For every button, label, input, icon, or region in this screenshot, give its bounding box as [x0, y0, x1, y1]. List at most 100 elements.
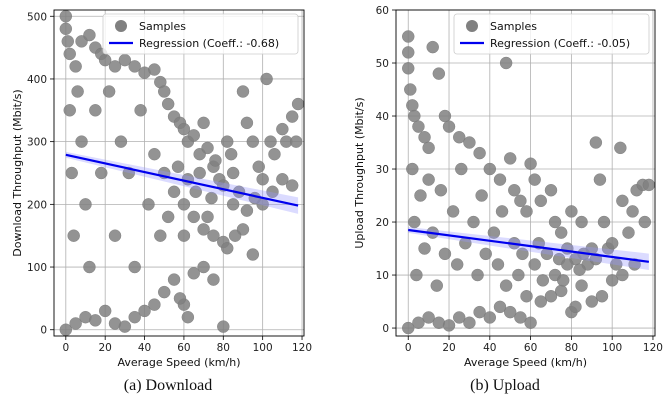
- upload-y-tick-label: 40: [376, 111, 389, 123]
- upload-x-tick-label: 20: [442, 342, 455, 354]
- download-sample-point: [102, 85, 116, 98]
- download-sample-point: [63, 104, 76, 117]
- download-sample-point: [240, 116, 254, 130]
- download-sample-point: [167, 185, 181, 199]
- download-sample-point: [266, 185, 279, 199]
- download-sample-point: [256, 173, 269, 186]
- upload-y-tick-label: 20: [376, 217, 389, 229]
- upload-legend-samples-label: Samples: [490, 20, 537, 33]
- upload-sample-point: [622, 226, 635, 239]
- upload-sample-point: [534, 194, 547, 208]
- upload-sample-point: [483, 311, 497, 324]
- download-sample-point: [177, 122, 191, 136]
- download-y-tick-label: 100: [27, 262, 47, 274]
- upload-sample-point: [430, 279, 443, 292]
- upload-sample-point: [406, 99, 419, 112]
- upload-x-tick-label: 0: [405, 342, 412, 354]
- download-y-tick-label: 500: [27, 11, 47, 23]
- download-sample-point: [209, 154, 222, 167]
- download-sample-point: [285, 110, 299, 123]
- download-sample-point: [268, 147, 281, 161]
- upload-sample-point: [565, 205, 578, 218]
- upload-y-tick-label: 50: [376, 58, 389, 70]
- download-sample-point: [246, 135, 260, 148]
- upload-sample-point: [438, 247, 452, 261]
- upload-y-tick-label: 0: [382, 323, 389, 335]
- download-sample-point: [171, 160, 185, 173]
- upload-sample-point: [418, 242, 431, 255]
- upload-sample-point: [626, 205, 639, 218]
- download-sample-point: [89, 104, 102, 117]
- upload-sample-point: [589, 136, 603, 149]
- download-sample-point: [161, 210, 175, 224]
- download-sample-point: [65, 166, 78, 180]
- download-sample-point: [154, 229, 167, 242]
- upload-sample-point: [493, 173, 507, 186]
- download-sample-point: [138, 304, 151, 318]
- upload-sample-point: [473, 305, 486, 319]
- upload-sample-point: [575, 279, 588, 292]
- download-sample-point: [181, 310, 195, 324]
- download-sample-point: [285, 179, 299, 192]
- upload-sample-point: [616, 194, 629, 208]
- upload-sample-point: [544, 290, 558, 303]
- upload-sample-point: [475, 189, 488, 202]
- download-x-tick-label: 0: [62, 342, 69, 354]
- download-sample-point: [108, 229, 122, 242]
- upload-legend-regression-label: Regression (Coeff.: -0.05): [490, 37, 630, 50]
- download-y-tick-label: 400: [27, 74, 47, 86]
- upload-legend-samples-marker: [466, 20, 478, 32]
- download-sample-point: [201, 210, 214, 224]
- upload-sample-point: [410, 268, 423, 282]
- upload-x-tick-label: 100: [602, 342, 622, 354]
- upload-sample-point: [520, 205, 533, 218]
- download-sample-point: [236, 85, 250, 98]
- download-chart-panel: (a) Download 0 20 40 60 80 100 120 0 100 200 300 40…: [11, 9, 312, 394]
- download-sample-point: [276, 173, 289, 186]
- upload-sample-point: [442, 120, 456, 133]
- download-sample-point: [79, 198, 92, 211]
- upload-sample-point: [585, 295, 598, 308]
- upload-sample-point: [463, 136, 476, 149]
- download-sample-point: [221, 242, 234, 255]
- upload-sample-point: [614, 141, 627, 155]
- download-sample-point: [226, 166, 240, 180]
- upload-sample-point: [479, 247, 492, 261]
- download-legend-samples-marker: [115, 20, 127, 32]
- download-x-tick-label: 100: [253, 342, 273, 354]
- download-sample-point: [148, 298, 161, 311]
- download-sample-point: [83, 28, 96, 42]
- upload-sample-point: [402, 62, 415, 75]
- upload-sample-point: [463, 316, 476, 329]
- download-axes-frame: [53, 9, 305, 337]
- download-sample-point: [187, 210, 200, 224]
- download-sample-point: [240, 204, 254, 217]
- download-sample-point: [69, 317, 82, 330]
- upload-sample-point: [491, 258, 505, 271]
- download-sample-point: [197, 116, 210, 130]
- upload-sample-point: [561, 258, 574, 271]
- upload-regression-line: [408, 228, 650, 263]
- upload-sample-point: [528, 258, 541, 271]
- upload-sample-point: [471, 268, 484, 282]
- download-sample-point: [148, 147, 161, 161]
- upload-sample-point: [534, 295, 547, 308]
- upload-sample-point: [516, 247, 529, 261]
- upload-sample-point: [450, 258, 464, 271]
- upload-caption: (b) Upload: [470, 377, 540, 394]
- upload-x-tick-label: 40: [483, 342, 496, 354]
- download-sample-point: [193, 166, 206, 180]
- upload-sample-point: [573, 263, 586, 276]
- download-sample-point: [201, 141, 214, 155]
- download-x-tick-label: 60: [177, 342, 190, 354]
- download-sample-point: [205, 191, 218, 205]
- upload-sample-point: [402, 46, 415, 59]
- download-sample-point: [224, 147, 238, 161]
- upload-sample-point: [528, 173, 541, 186]
- download-y-tick-label: 200: [27, 199, 47, 211]
- download-sample-point: [128, 310, 141, 324]
- upload-sample-point: [524, 316, 537, 329]
- download-y-tick-label: 0: [40, 325, 47, 337]
- download-sample-point: [161, 97, 175, 111]
